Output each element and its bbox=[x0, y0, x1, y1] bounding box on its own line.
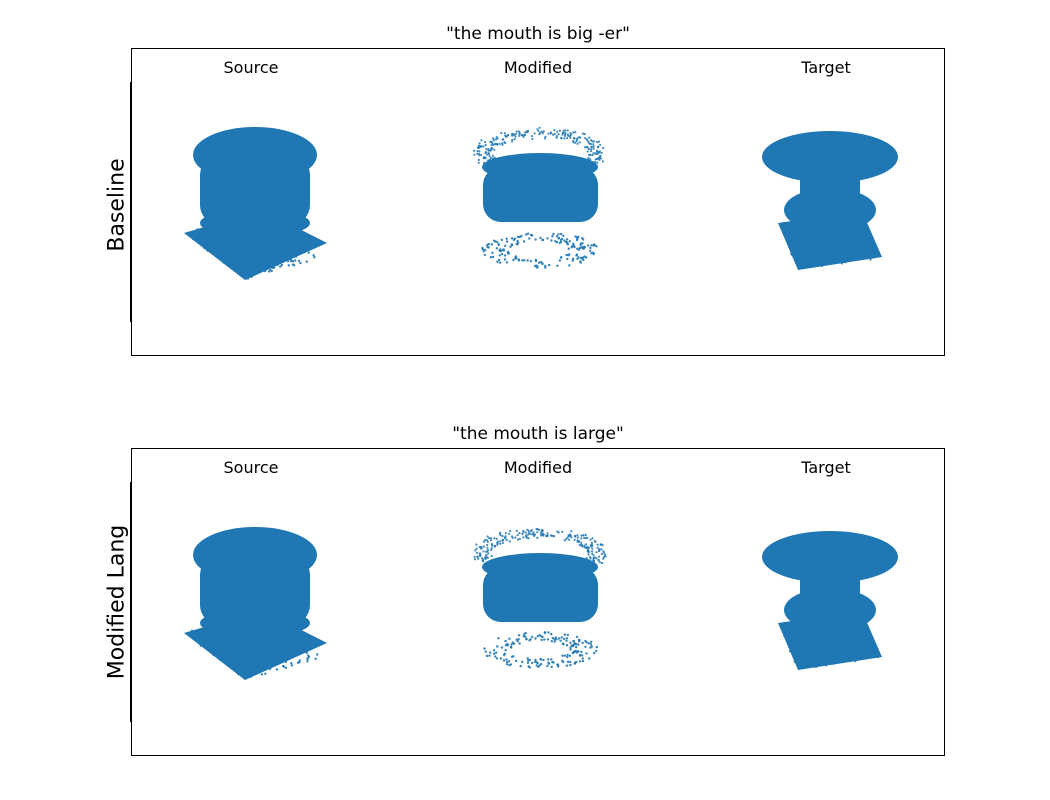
point-cloud-target-modified-lang bbox=[762, 531, 898, 670]
panel-title-baseline: "the mouth is big -er" bbox=[446, 24, 630, 44]
point-cloud-source-baseline bbox=[184, 127, 327, 280]
column-label-source: Source bbox=[223, 458, 279, 477]
column-label-modified: Modified bbox=[503, 58, 573, 77]
point-cloud-source-modified-lang bbox=[184, 527, 327, 680]
row-label-modified-lang: Modified Lang bbox=[104, 524, 130, 680]
column-label-target: Target bbox=[801, 58, 851, 77]
point-cloud-modified-baseline bbox=[473, 126, 605, 269]
row-label-baseline: Baseline bbox=[104, 158, 130, 252]
row-label-axis-line bbox=[130, 82, 131, 322]
column-label-modified: Modified bbox=[503, 458, 573, 477]
column-label-target: Target bbox=[801, 458, 851, 477]
point-cloud-target-baseline bbox=[762, 131, 898, 270]
panel-title-modified-lang: "the mouth is large" bbox=[452, 424, 624, 444]
row-label-axis-line bbox=[130, 482, 131, 722]
point-cloud-modified-modified-lang bbox=[473, 528, 607, 669]
column-label-source: Source bbox=[223, 58, 279, 77]
